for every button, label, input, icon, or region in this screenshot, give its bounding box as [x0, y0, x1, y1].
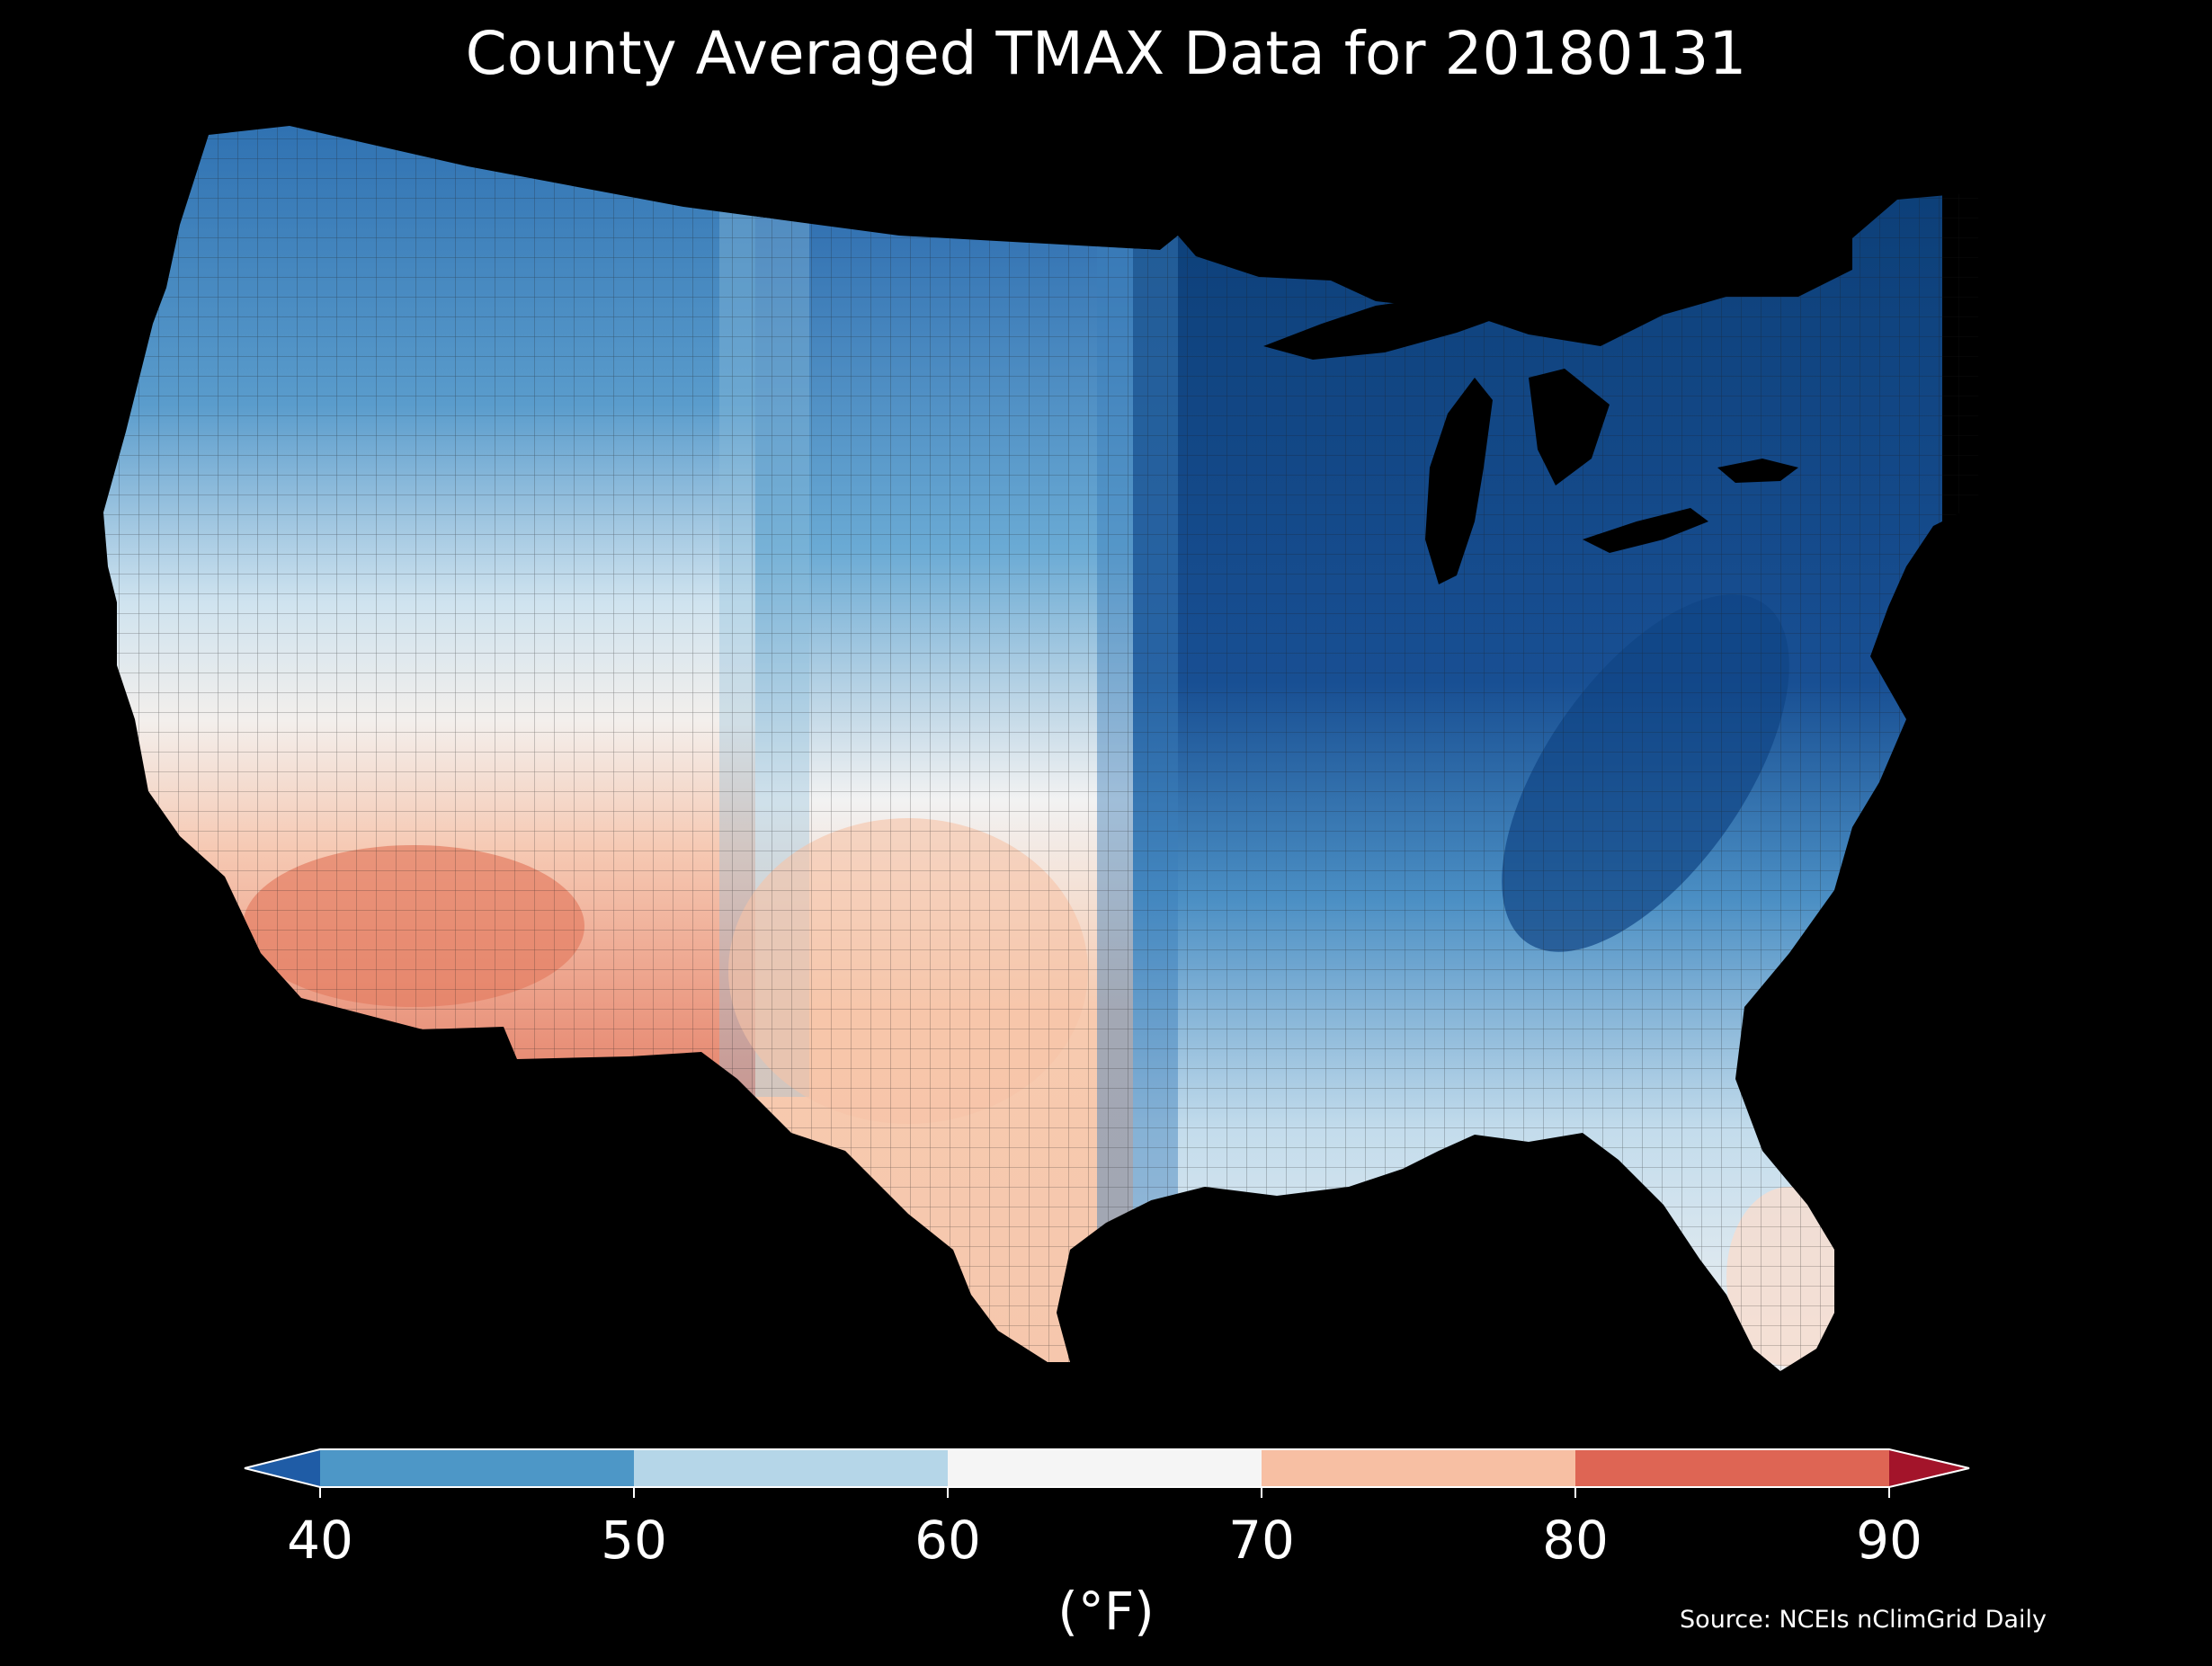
us-county-map [103, 126, 1978, 1371]
colorbar-tick-label: 80 [1542, 1510, 1609, 1571]
colorbar-unit-label: (°F) [1057, 1581, 1155, 1642]
colorbar: 40 50 60 70 80 90 (°F) [244, 1448, 1970, 1642]
colorbar-tick-label: 90 [1856, 1510, 1922, 1571]
colorbar-bin-60-70 [948, 1449, 1262, 1487]
lake-erie [1583, 508, 1708, 553]
county-boundaries [103, 126, 1978, 1371]
colorbar-bin-40-50 [320, 1449, 634, 1487]
lake-superior [1263, 283, 1529, 360]
colorbar-bin-80-90 [1575, 1449, 1889, 1487]
colorbar-tick-label: 60 [914, 1510, 981, 1571]
great-lakes [1263, 283, 1798, 584]
source-note: Source: NCEIs nClimGrid Daily [1680, 1606, 2047, 1634]
colorbar-tick-label: 40 [287, 1510, 353, 1571]
colorbar-tick-marks [319, 1487, 1890, 1498]
lake-michigan [1425, 378, 1493, 584]
colorbar-tick-label: 70 [1228, 1510, 1295, 1571]
colorbar-bin-above-90 [1889, 1449, 1969, 1487]
colorbar-bin-below-40 [245, 1449, 320, 1487]
colorbar-bin-50-60 [634, 1449, 948, 1487]
colorbar-bin-70-80 [1262, 1449, 1575, 1487]
colorbar-tick-label: 50 [601, 1510, 667, 1571]
lake-ontario [1717, 459, 1798, 483]
lake-huron [1529, 369, 1610, 486]
map-title: County Averaged TMAX Data for 20180131 [466, 19, 1747, 88]
